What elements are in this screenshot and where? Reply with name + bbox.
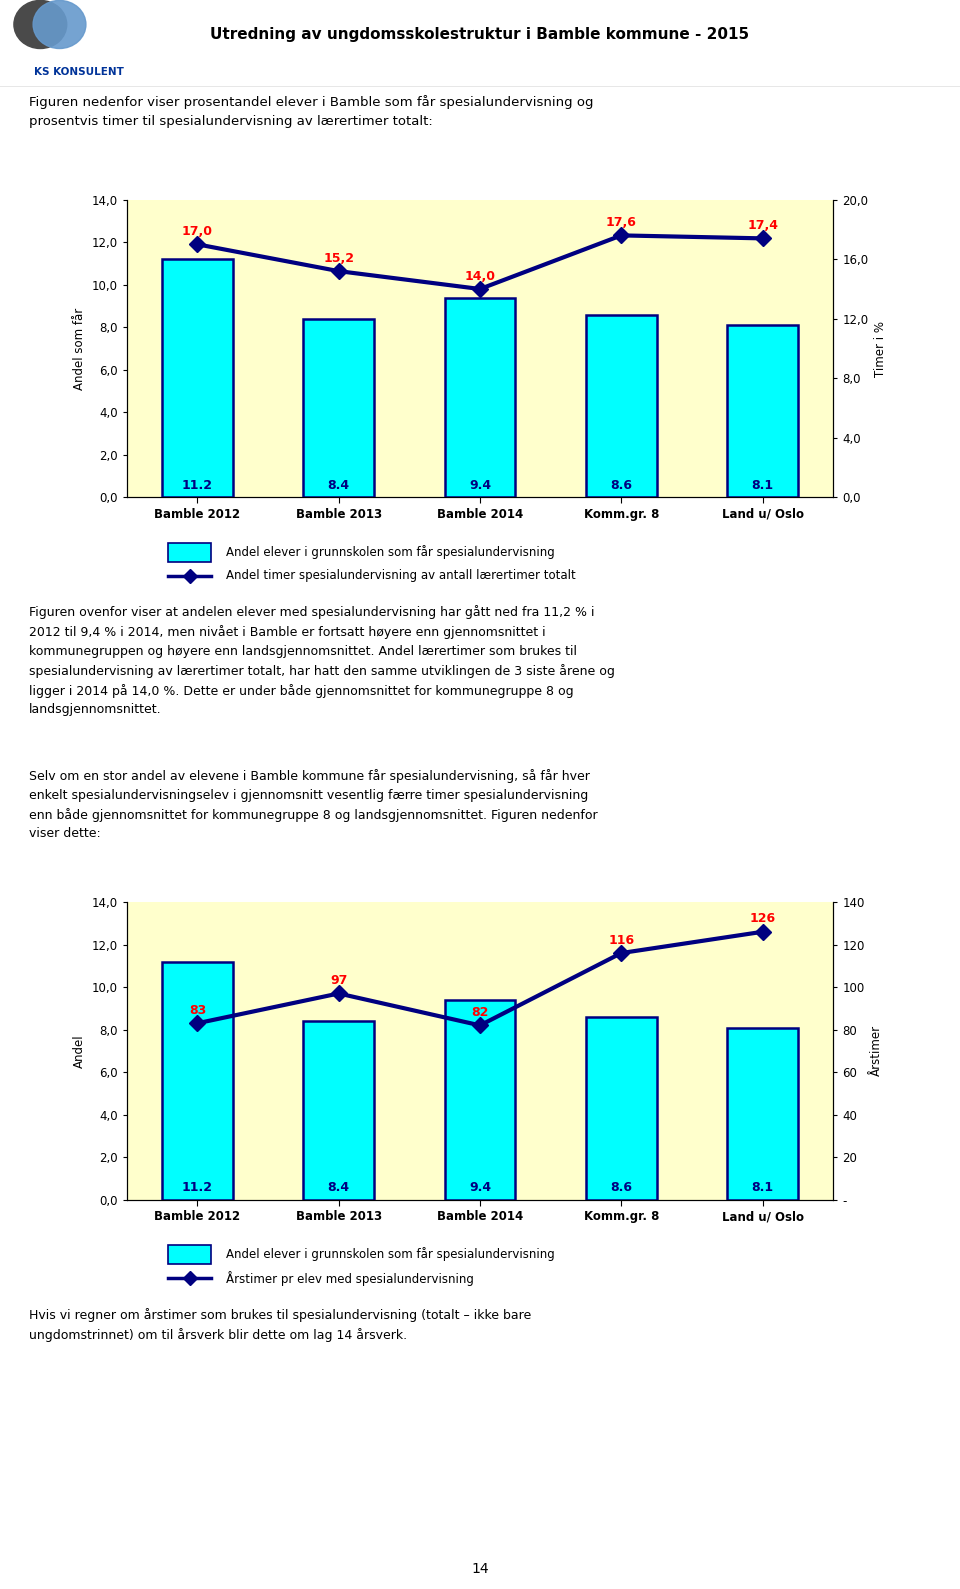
Text: 17,4: 17,4 bbox=[747, 219, 779, 232]
Bar bbox=[728, 1028, 798, 1200]
Text: 8.6: 8.6 bbox=[611, 1182, 633, 1195]
Ellipse shape bbox=[33, 0, 85, 49]
Text: KS KONSULENT: KS KONSULENT bbox=[34, 67, 124, 76]
Text: 11.2: 11.2 bbox=[181, 1182, 213, 1195]
Text: 83: 83 bbox=[189, 1004, 206, 1017]
Text: 8.1: 8.1 bbox=[752, 480, 774, 493]
Text: 8.6: 8.6 bbox=[611, 480, 633, 493]
Text: Andel elever i grunnskolen som får spesialundervisning: Andel elever i grunnskolen som får spesi… bbox=[226, 1247, 555, 1262]
Ellipse shape bbox=[13, 0, 66, 49]
Text: 126: 126 bbox=[750, 912, 776, 925]
Text: Andel timer spesialundervisning av antall lærertimer totalt: Andel timer spesialundervisning av antal… bbox=[226, 569, 576, 583]
Text: 116: 116 bbox=[609, 934, 635, 947]
Text: Figuren ovenfor viser at andelen elever med spesialundervisning har gått ned fra: Figuren ovenfor viser at andelen elever … bbox=[29, 605, 614, 717]
Y-axis label: Timer i %: Timer i % bbox=[874, 321, 887, 377]
Text: Andel elever i grunnskolen som får spesialundervisning: Andel elever i grunnskolen som får spesi… bbox=[226, 545, 555, 559]
Bar bbox=[586, 315, 657, 497]
Text: 9.4: 9.4 bbox=[468, 480, 492, 493]
Text: 82: 82 bbox=[471, 1006, 489, 1019]
Bar bbox=[162, 961, 232, 1200]
Text: 11.2: 11.2 bbox=[181, 480, 213, 493]
Text: 14: 14 bbox=[471, 1562, 489, 1576]
Bar bbox=[728, 326, 798, 497]
Text: Figuren nedenfor viser prosentandel elever i Bamble som får spesialundervisning : Figuren nedenfor viser prosentandel elev… bbox=[29, 95, 593, 129]
Text: 8.4: 8.4 bbox=[327, 1182, 349, 1195]
Text: Hvis vi regner om årstimer som brukes til spesialundervisning (totalt – ikke bar: Hvis vi regner om årstimer som brukes ti… bbox=[29, 1308, 531, 1341]
Text: 8.1: 8.1 bbox=[752, 1182, 774, 1195]
Y-axis label: Årstimer: Årstimer bbox=[870, 1025, 883, 1076]
Bar bbox=[444, 297, 516, 497]
Text: 15,2: 15,2 bbox=[324, 251, 354, 265]
Y-axis label: Andel: Andel bbox=[73, 1034, 86, 1068]
Bar bbox=[444, 999, 516, 1200]
Text: 17,6: 17,6 bbox=[606, 216, 636, 229]
Bar bbox=[586, 1017, 657, 1200]
Text: Utredning av ungdomsskolestruktur i Bamble kommune - 2015: Utredning av ungdomsskolestruktur i Bamb… bbox=[210, 27, 750, 43]
Text: 9.4: 9.4 bbox=[468, 1182, 492, 1195]
Text: 17,0: 17,0 bbox=[181, 226, 213, 238]
Y-axis label: Andel som får: Andel som får bbox=[73, 307, 86, 389]
Text: 14,0: 14,0 bbox=[465, 270, 495, 283]
Bar bbox=[303, 319, 374, 497]
Bar bbox=[303, 1022, 374, 1200]
Text: Årstimer pr elev med spesialundervisning: Årstimer pr elev med spesialundervisning bbox=[226, 1271, 474, 1286]
Text: Selv om en stor andel av elevene i Bamble kommune får spesialundervisning, så få: Selv om en stor andel av elevene i Bambl… bbox=[29, 769, 597, 841]
Text: 97: 97 bbox=[330, 974, 348, 987]
Text: 8.4: 8.4 bbox=[327, 480, 349, 493]
Bar bbox=[162, 259, 232, 497]
FancyBboxPatch shape bbox=[168, 542, 211, 563]
FancyBboxPatch shape bbox=[168, 1244, 211, 1265]
